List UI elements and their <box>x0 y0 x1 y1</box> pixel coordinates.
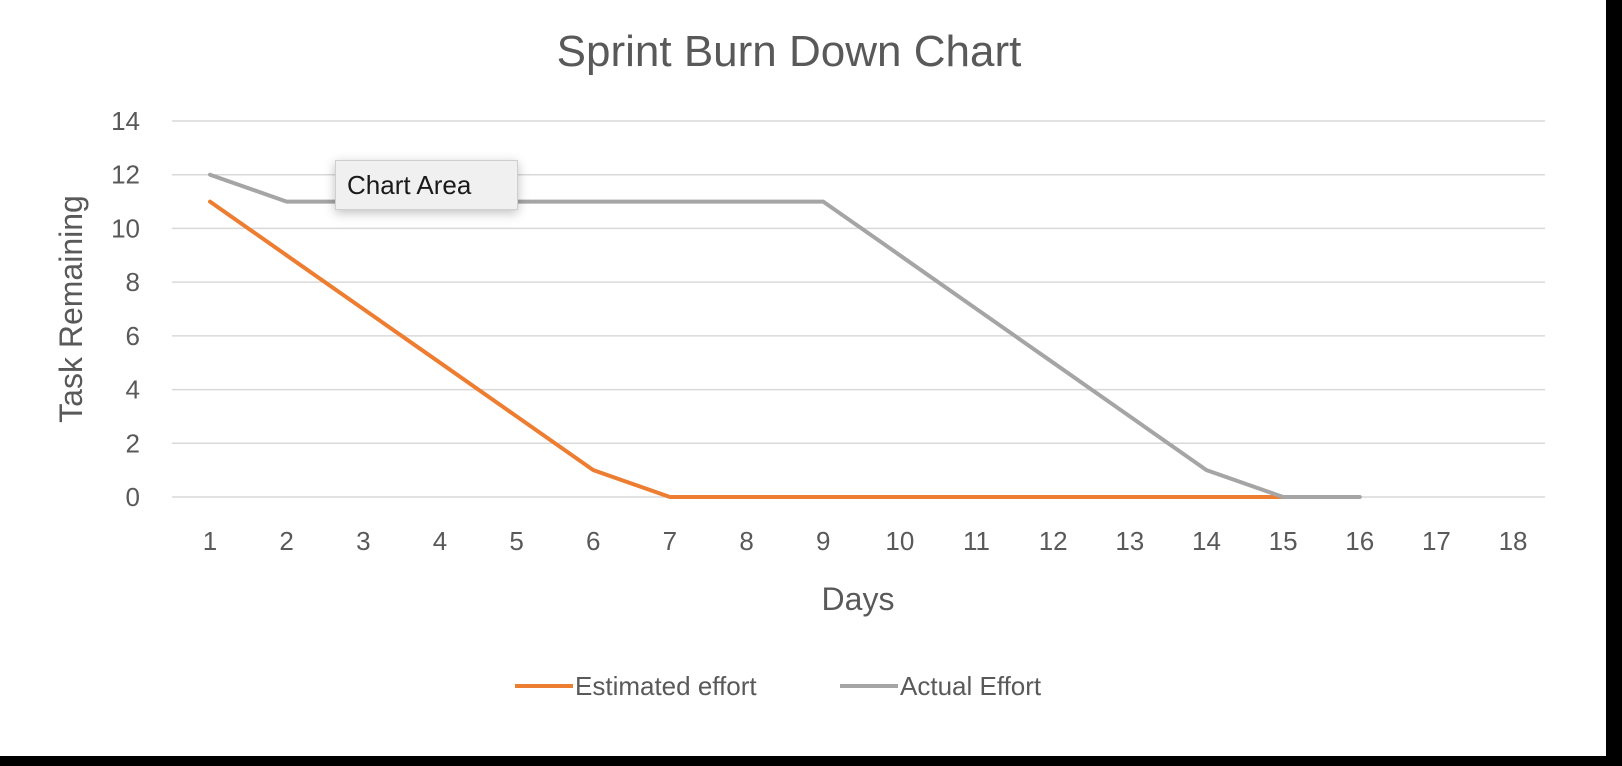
y-tick-label: 8 <box>126 267 140 297</box>
x-tick-label: 17 <box>1422 526 1451 556</box>
legend-label: Estimated effort <box>575 671 757 701</box>
legend-label: Actual Effort <box>900 671 1042 701</box>
x-tick-label: 1 <box>203 526 217 556</box>
x-tick-label: 5 <box>509 526 523 556</box>
x-tick-label: 12 <box>1039 526 1068 556</box>
y-axis-label: Task Remaining <box>53 195 89 423</box>
y-tick-label: 2 <box>126 428 140 458</box>
x-tick-label: 3 <box>356 526 370 556</box>
chart-title: Sprint Burn Down Chart <box>557 27 1022 76</box>
y-tick-labels: 0 2 4 6 8 10 12 14 <box>111 106 140 512</box>
x-tick-label: 15 <box>1269 526 1298 556</box>
series-line-estimated-effort[interactable] <box>208 199 1286 499</box>
x-tick-label: 7 <box>663 526 677 556</box>
x-tick-label: 11 <box>963 526 990 556</box>
x-tick-label: 9 <box>816 526 830 556</box>
y-tick-label: 6 <box>126 321 140 351</box>
x-tick-label: 14 <box>1192 526 1221 556</box>
x-tick-label: 16 <box>1345 526 1374 556</box>
chart-area-tooltip: Chart Area <box>335 160 518 210</box>
x-tick-label: 6 <box>586 526 600 556</box>
y-tick-label: 10 <box>111 213 140 243</box>
x-tick-label: 4 <box>433 526 447 556</box>
x-tick-label: 8 <box>739 526 753 556</box>
x-tick-label: 10 <box>885 526 914 556</box>
x-tick-label: 13 <box>1115 526 1144 556</box>
x-axis-label: Days <box>822 581 895 617</box>
legend: Estimated effort Actual Effort <box>515 671 1042 701</box>
y-tick-label: 4 <box>126 375 140 405</box>
y-tick-label: 12 <box>111 160 140 190</box>
y-tick-label: 0 <box>126 482 140 512</box>
x-tick-label: 18 <box>1499 526 1528 556</box>
y-tick-label: 14 <box>111 106 140 136</box>
x-tick-labels: 1 2 3 4 5 6 7 8 9 10 11 12 13 14 15 16 17 18 <box>203 526 1528 556</box>
x-tick-label: 2 <box>279 526 293 556</box>
